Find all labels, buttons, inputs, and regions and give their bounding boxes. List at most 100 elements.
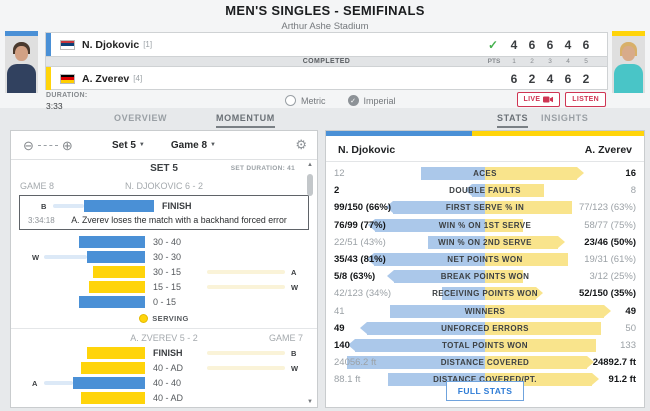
momentum-bar[interactable] bbox=[84, 200, 154, 212]
winner-arrow-icon bbox=[366, 252, 374, 265]
metric-radio-icon[interactable] bbox=[285, 95, 296, 106]
match-status-strip: COMPLETED PTS 1 2 3 4 5 bbox=[46, 56, 607, 67]
zoom-controls: ⊖ ⊕ bbox=[23, 139, 73, 152]
listen-button[interactable]: LISTEN bbox=[565, 92, 606, 107]
winner-arrow-icon bbox=[465, 184, 473, 197]
scroll-up-icon[interactable]: ▲ bbox=[307, 162, 313, 168]
tab-momentum[interactable]: MOMENTUM bbox=[216, 113, 275, 128]
set-score-cell: 2 bbox=[582, 71, 590, 86]
momentum-bar[interactable] bbox=[73, 377, 145, 389]
stat-bar-player1 bbox=[387, 270, 485, 284]
momentum-bar[interactable] bbox=[93, 266, 145, 278]
player2-row-accent bbox=[46, 67, 51, 90]
venue-subtitle: Arthur Ashe Stadium bbox=[281, 21, 369, 32]
live-label: LIVE bbox=[523, 96, 541, 103]
set-column-number: 3 bbox=[548, 58, 552, 65]
stat-row: FIRST SERVE % IN 99/150 (66%) 77/123 (63%) bbox=[326, 199, 644, 216]
stat-value-player1: 76/99 (77%) bbox=[334, 219, 386, 231]
selected-point-box[interactable]: B FINISH 3:34:18 A. Zverev loses the match … bbox=[19, 195, 309, 230]
momentum-bar[interactable] bbox=[81, 392, 145, 404]
tab-stats[interactable]: STATS bbox=[497, 113, 529, 128]
stat-value-player2: 16 bbox=[625, 168, 636, 179]
stat-value-player2: 49 bbox=[625, 305, 636, 317]
stat-label: DOUBLE FAULTS bbox=[449, 186, 521, 196]
momentum-point-row[interactable]: 15 - 15 W bbox=[11, 280, 317, 295]
live-button[interactable]: LIVE bbox=[516, 92, 561, 107]
stat-value-player1: 5/8 (63%) bbox=[334, 271, 376, 283]
game-header-text: GAME 8 bbox=[20, 181, 55, 191]
set-score-cell: 6 bbox=[582, 37, 590, 52]
stat-value-player2: 133 bbox=[620, 339, 636, 351]
stat-value-player2: 50 bbox=[625, 322, 636, 334]
winner-arrow-icon bbox=[385, 201, 393, 214]
point-marker-letter: B bbox=[291, 349, 297, 358]
stat-label: TOTAL POINTS WON bbox=[442, 340, 528, 350]
momentum-bar[interactable] bbox=[79, 236, 145, 248]
player2-color-segment bbox=[472, 131, 644, 136]
momentum-point-row[interactable]: FINISH B bbox=[11, 346, 317, 361]
momentum-point-row[interactable]: 40 - AD W bbox=[11, 361, 317, 376]
stat-row: DOUBLE FAULTS 2 8 bbox=[326, 182, 644, 199]
momentum-bar[interactable] bbox=[87, 251, 145, 263]
set-score-cell: 4 bbox=[510, 37, 518, 52]
stat-bar-player2 bbox=[485, 338, 597, 352]
chevron-down-icon: ▼ bbox=[210, 141, 216, 148]
momentum-bar[interactable] bbox=[81, 362, 145, 374]
stat-label: NET POINTS WON bbox=[447, 254, 523, 264]
stats-header: N. Djokovic A. Zverev bbox=[326, 136, 644, 162]
momentum-point-row[interactable]: 40 - AD bbox=[11, 391, 317, 406]
stat-value-player2: 58/77 (75%) bbox=[584, 219, 636, 231]
full-stats-button[interactable]: FULL STATS bbox=[445, 381, 525, 401]
zoom-in-icon[interactable]: ⊕ bbox=[61, 137, 73, 153]
point-score-label: FINISH bbox=[162, 201, 192, 211]
stat-bar-player2 bbox=[485, 184, 544, 198]
point-score-label: 30 - 15 bbox=[153, 267, 182, 277]
momentum-point-row[interactable]: A 40 - 40 bbox=[11, 376, 317, 391]
momentum-bar[interactable] bbox=[79, 296, 145, 308]
tab-insights[interactable]: INSIGHTS bbox=[541, 113, 589, 123]
momentum-point-row[interactable]: W 30 - 30 bbox=[11, 250, 317, 265]
set-score-cell: 6 bbox=[546, 37, 554, 52]
stat-bar-player1 bbox=[389, 304, 485, 318]
zoom-out-icon[interactable]: ⊖ bbox=[23, 137, 34, 153]
point-score-label: 40 - AD bbox=[153, 363, 184, 373]
set-column-number: 2 bbox=[530, 58, 534, 65]
stat-row: ACES 12 16 bbox=[326, 165, 644, 182]
momentum-bar[interactable] bbox=[89, 281, 145, 293]
marker-track bbox=[53, 204, 84, 208]
game-select-dropdown[interactable]: Game 8 ▼ bbox=[170, 139, 216, 151]
momentum-scrollbar[interactable]: ▲ ▼ bbox=[305, 162, 315, 405]
metric-radio-option[interactable]: Metric bbox=[285, 95, 326, 106]
player1-name: N. Djokovic bbox=[82, 38, 140, 51]
serbia-flag-icon bbox=[60, 39, 75, 50]
gear-icon[interactable]: ⚙ bbox=[295, 137, 307, 152]
marker-track bbox=[207, 270, 285, 274]
scrollbar-thumb[interactable] bbox=[307, 174, 313, 196]
momentum-point-row[interactable]: 0 - 15 bbox=[11, 295, 317, 310]
marker-track bbox=[207, 366, 285, 370]
momentum-point-row[interactable]: B FINISH bbox=[20, 199, 308, 214]
point-score-label: 0 - 15 bbox=[153, 297, 177, 307]
imperial-radio-icon[interactable]: ✓ bbox=[347, 95, 359, 106]
stat-value-player1: 140 bbox=[334, 339, 350, 351]
winner-arrow-icon bbox=[604, 304, 612, 317]
stat-label: DISTANCE COVERED/PT. bbox=[433, 375, 537, 385]
page-title: MEN'S SINGLES - SEMIFINALS bbox=[225, 3, 425, 18]
set-column-headers: PTS 1 2 3 4 5 bbox=[483, 58, 595, 65]
set-select-dropdown[interactable]: Set 5 ▼ bbox=[112, 139, 145, 151]
momentum-point-row[interactable]: 30 - 40 bbox=[11, 235, 317, 250]
tennis-ball-icon bbox=[139, 314, 149, 323]
duration-value: 3:33 bbox=[46, 101, 63, 111]
momentum-bar[interactable] bbox=[87, 347, 145, 359]
game-header-text: GAME 7 bbox=[268, 333, 303, 343]
stat-bar-player1 bbox=[465, 184, 485, 198]
point-score-label: 15 - 15 bbox=[153, 282, 182, 292]
scroll-down-icon[interactable]: ▼ bbox=[307, 399, 313, 405]
momentum-point-row[interactable]: 30 - 15 A bbox=[11, 265, 317, 280]
zoom-slider[interactable] bbox=[37, 144, 58, 146]
stat-row: WIN % ON 1ST SERVE 76/99 (77%) 58/77 (75%) bbox=[326, 217, 644, 234]
tab-overview[interactable]: OVERVIEW bbox=[114, 113, 168, 123]
stat-label: RECEIVING POINTS WON bbox=[432, 289, 538, 299]
imperial-radio-option[interactable]: ✓ Imperial bbox=[347, 95, 396, 106]
duration-label: DURATION: bbox=[46, 92, 88, 99]
